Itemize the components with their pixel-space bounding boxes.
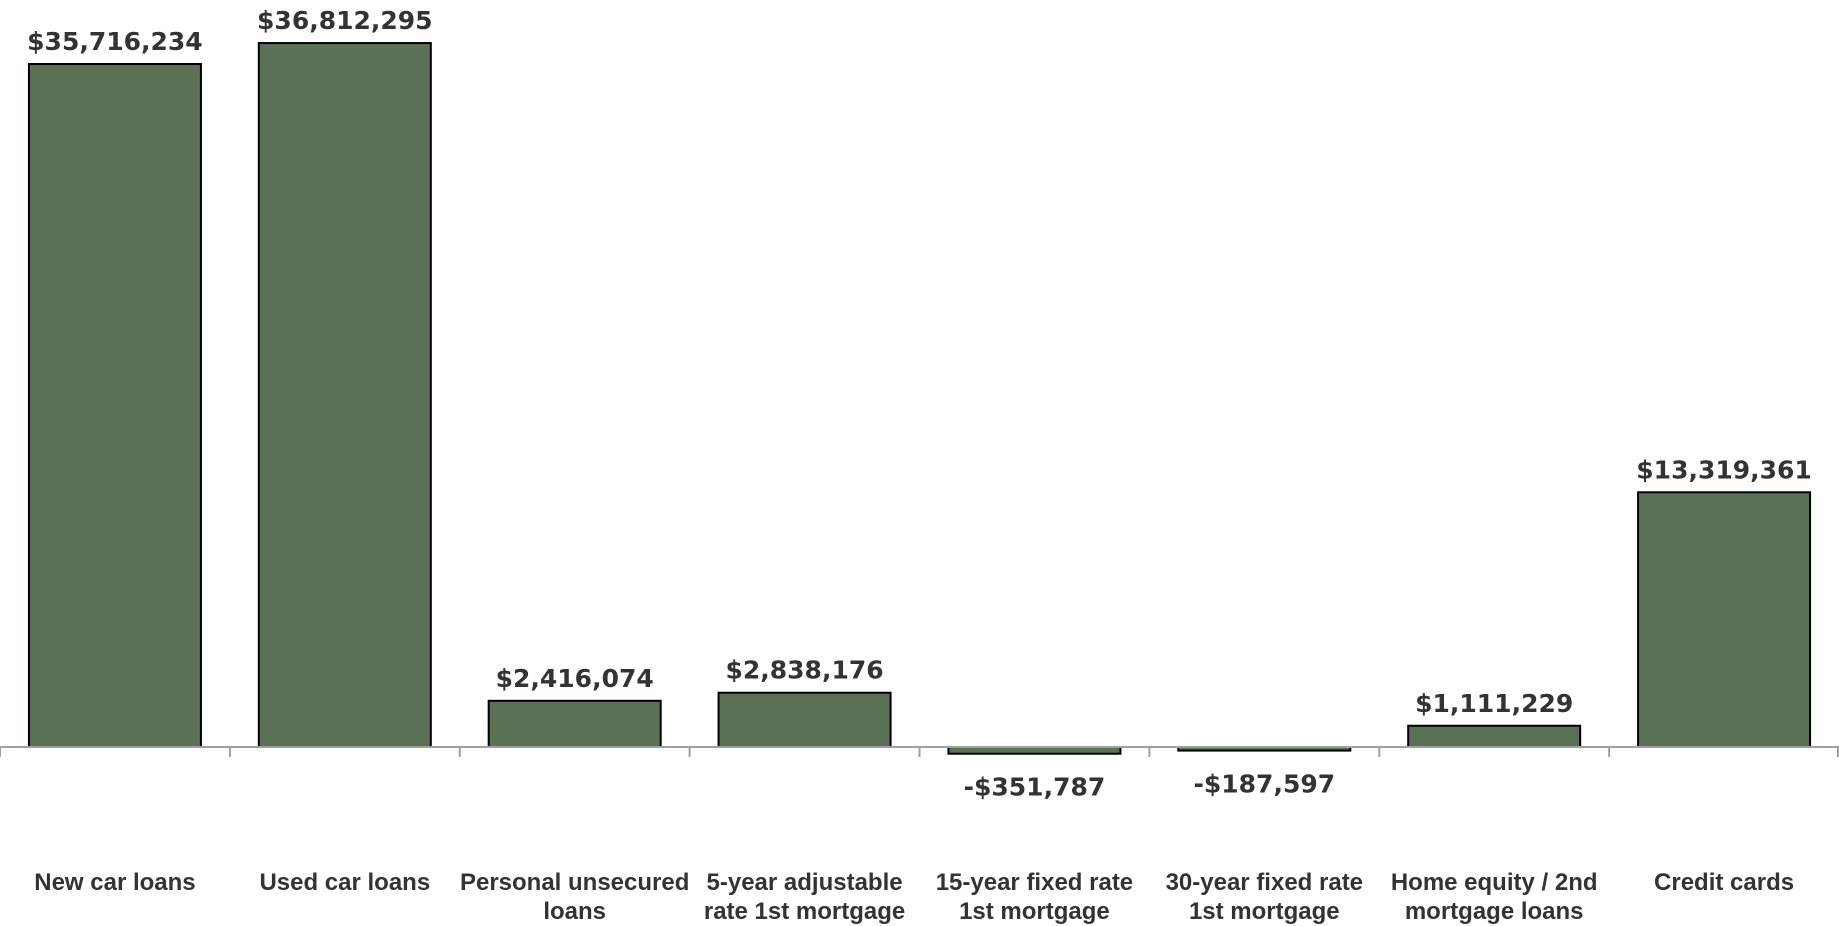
data-label-5: -$187,597 xyxy=(1193,770,1335,799)
category-label-0: New car loans xyxy=(34,869,195,896)
bar-4 xyxy=(947,746,1122,755)
data-label-1: $36,812,295 xyxy=(257,6,433,35)
bar-7 xyxy=(1637,491,1812,748)
x-axis xyxy=(0,746,1839,757)
data-label-7: $13,319,361 xyxy=(1636,455,1812,484)
data-label-0: $35,716,234 xyxy=(27,27,203,56)
category-label-4: 15-year fixed rate 1st mortgage xyxy=(936,869,1133,925)
category-label-5: 30-year fixed rate 1st mortgage xyxy=(1166,869,1363,925)
bar-2 xyxy=(487,699,662,749)
data-label-2: $2,416,074 xyxy=(496,664,654,693)
bars-group xyxy=(27,42,1812,755)
data-label-6: $1,111,229 xyxy=(1415,689,1573,718)
bar-6 xyxy=(1407,724,1582,748)
bar-0 xyxy=(27,63,202,748)
bar-3 xyxy=(717,691,892,749)
category-label-2: Personal unsecured loans xyxy=(460,869,689,925)
bar-1 xyxy=(257,42,432,748)
data-label-4: -$351,787 xyxy=(964,773,1106,802)
category-labels-group: New car loans Used car loans Personal unse… xyxy=(34,869,1794,925)
category-label-3: 5-year adjustable rate 1st mortgage xyxy=(704,869,905,925)
category-label-1: Used car loans xyxy=(259,869,430,896)
data-label-3: $2,838,176 xyxy=(725,656,883,685)
data-labels-group: $35,716,234 $36,812,295 $2,416,074 $2,838,1… xyxy=(27,6,1812,802)
category-label-7: Credit cards xyxy=(1654,869,1794,896)
category-label-6: Home equity / 2nd mortgage loans xyxy=(1391,869,1598,925)
